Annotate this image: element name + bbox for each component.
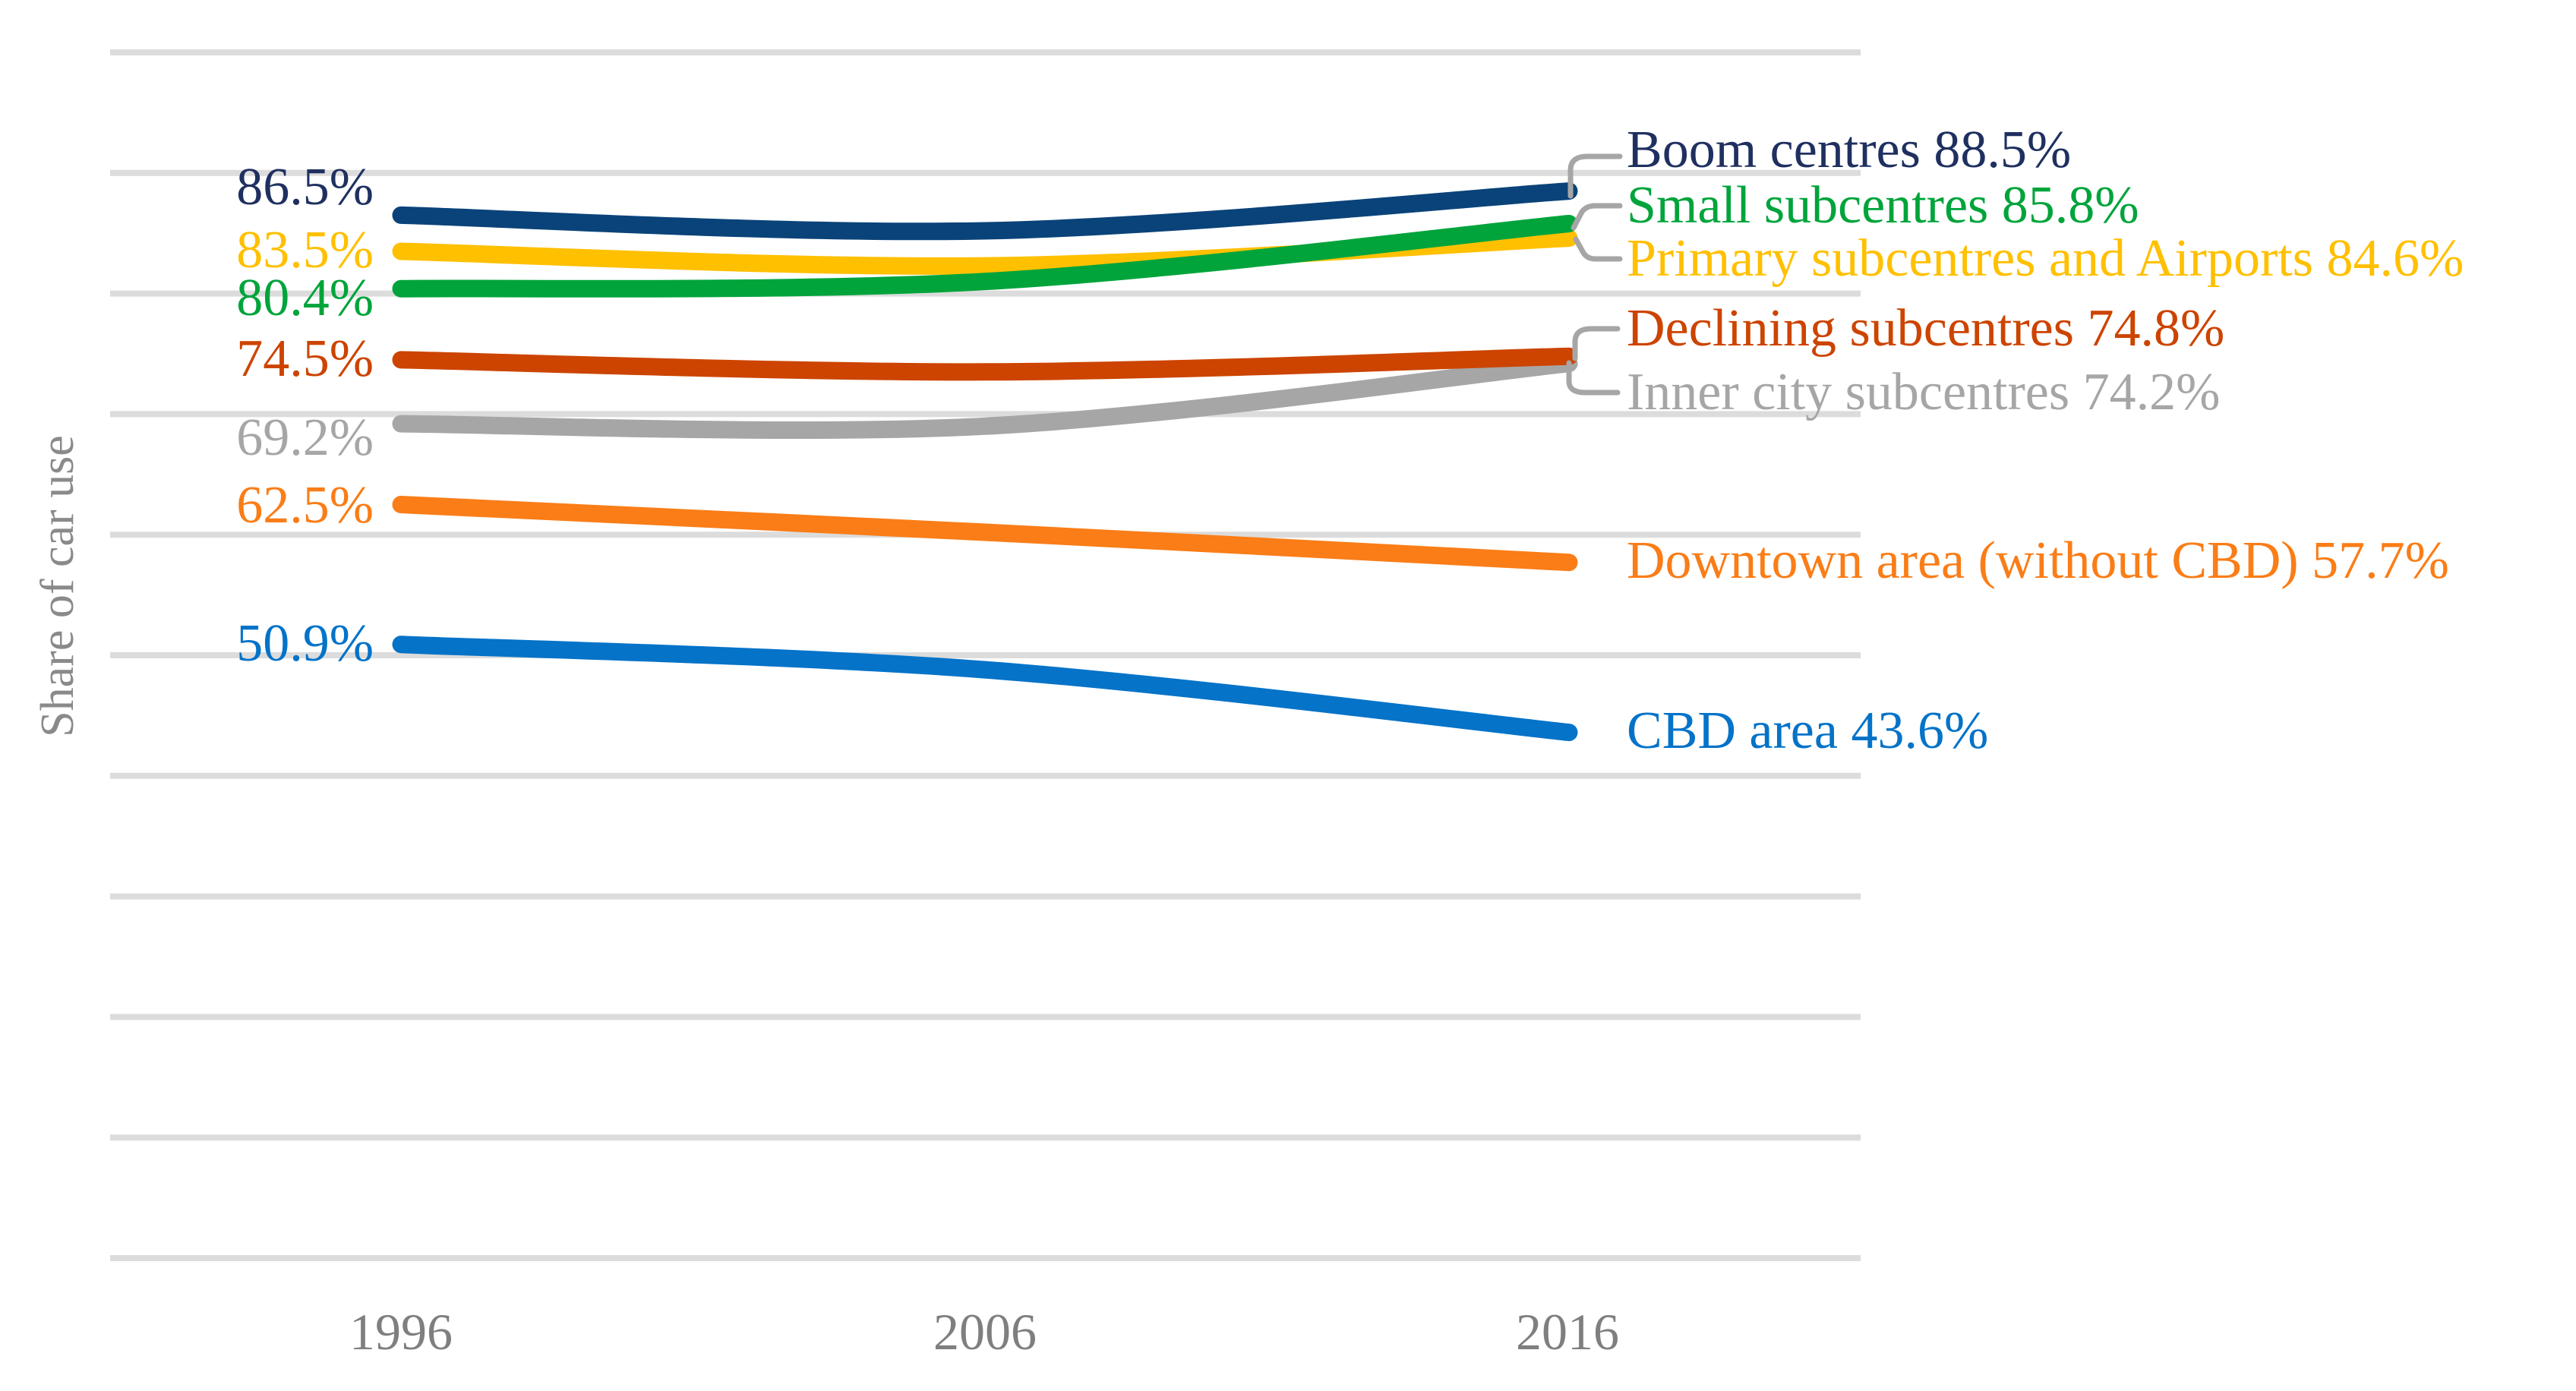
series-line-boom-centres <box>392 182 1578 241</box>
series-label-cbd-area: CBD area 43.6% <box>1627 702 1989 760</box>
series-label-inner-city-subcentres: Inner city subcentres 74.2% <box>1627 363 2221 421</box>
start-value-label-small-subcentres: 80.4% <box>236 269 374 327</box>
series-line-small-subcentres <box>392 215 1578 298</box>
x-axis-tick-2006: 2006 <box>933 1303 1037 1361</box>
x-axis-tick-1996: 1996 <box>349 1303 453 1361</box>
series-label-small-subcentres: Small subcentres 85.8% <box>1627 176 2139 235</box>
series-line-inner-city-subcentres <box>392 355 1578 440</box>
start-value-label-cbd-area: 50.9% <box>236 614 374 673</box>
leader-line <box>1567 153 1623 199</box>
series-label-primary-subcentres: Primary subcentres and Airports 84.6% <box>1627 229 2464 288</box>
series-label-declining-subcentres: Declining subcentres 74.8% <box>1627 299 2225 358</box>
start-value-label-boom-centres: 86.5% <box>236 158 374 216</box>
leader-line <box>1573 236 1623 262</box>
start-value-label-downtown-area: 62.5% <box>236 476 374 535</box>
leader-line <box>1572 326 1621 361</box>
leader-line <box>1571 203 1623 231</box>
series-line-declining-subcentres <box>392 347 1578 381</box>
leader-line <box>1566 360 1621 396</box>
series-line-downtown-area-without-cbd- <box>392 496 1578 572</box>
y-axis-title: Share of car use <box>32 435 84 737</box>
series-label-boom-centres: Boom centres 88.5% <box>1627 121 2072 179</box>
start-value-label-declining-subcentres: 74.5% <box>236 330 374 388</box>
x-axis-tick-2016: 2016 <box>1516 1303 1619 1361</box>
series-label-downtown-area: Downtown area (without CBD) 57.7% <box>1627 531 2449 590</box>
start-value-label-inner-city-subcentres: 69.2% <box>236 408 374 467</box>
start-value-label-primary-subcentres: 83.5% <box>236 221 374 279</box>
series-line-cbd-area <box>392 636 1578 742</box>
